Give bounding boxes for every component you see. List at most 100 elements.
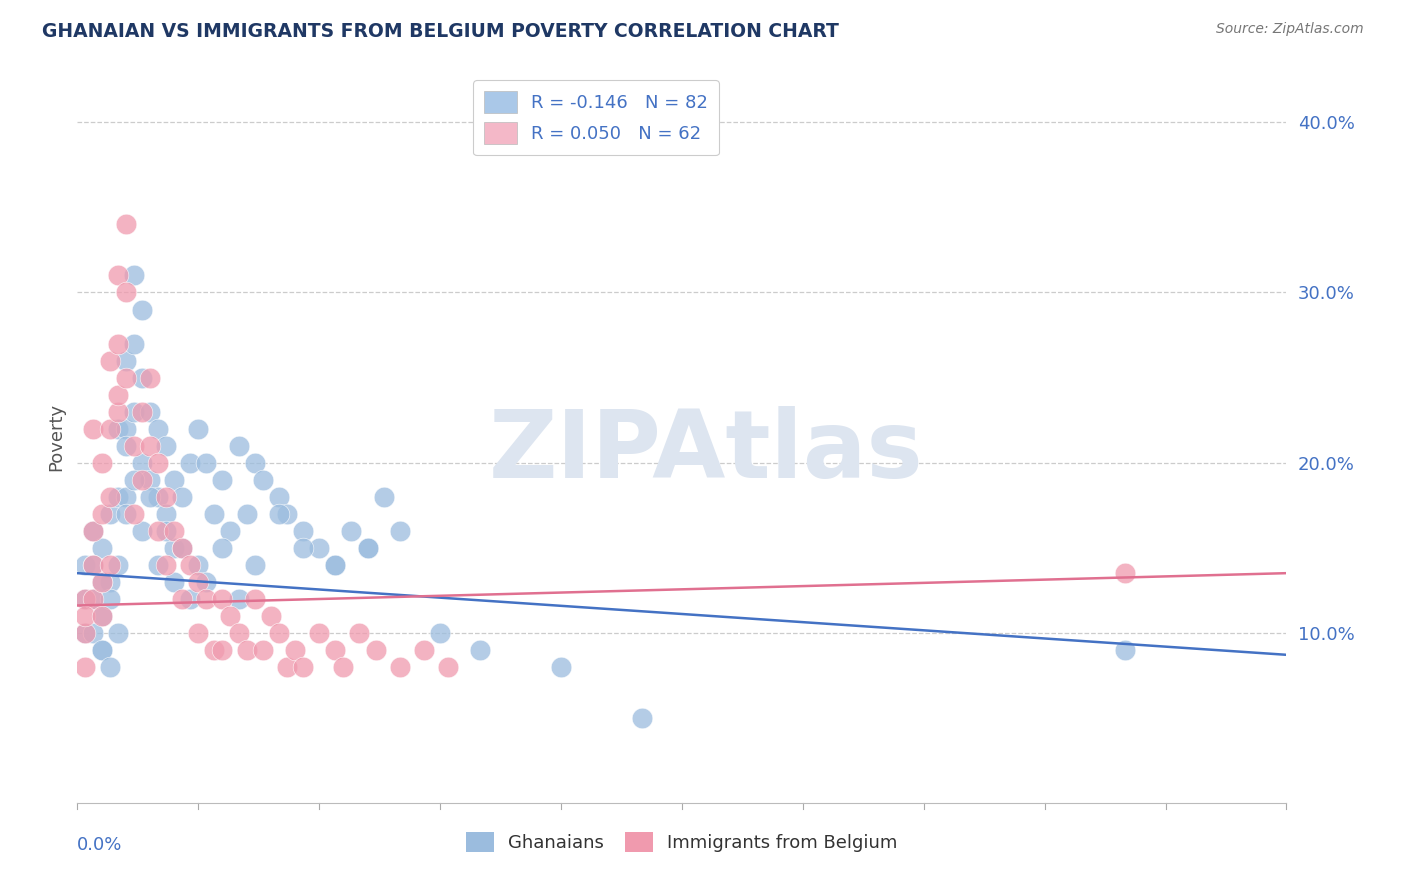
Text: Source: ZipAtlas.com: Source: ZipAtlas.com [1216, 22, 1364, 37]
Point [252, 473, 274, 487]
Point [98, 353, 121, 368]
Point [308, 541, 330, 555]
Point [90, 642, 112, 657]
Point [292, 541, 315, 555]
Point [1114, 566, 1136, 581]
Point [260, 608, 283, 623]
Point [75, 625, 97, 640]
Point [139, 473, 162, 487]
Point [146, 490, 169, 504]
Point [90, 507, 112, 521]
Point [98, 507, 121, 521]
Point [155, 558, 177, 572]
Point [364, 642, 387, 657]
Point [292, 524, 315, 538]
Point [211, 541, 233, 555]
Point [114, 285, 136, 300]
Point [187, 558, 209, 572]
Point [292, 659, 315, 673]
Point [82, 625, 104, 640]
Point [340, 524, 363, 538]
Point [179, 456, 201, 470]
Point [82, 591, 104, 606]
Point [139, 490, 162, 504]
Point [163, 524, 186, 538]
Point [356, 541, 378, 555]
Point [122, 439, 145, 453]
Point [114, 218, 136, 232]
Point [235, 642, 257, 657]
Point [267, 490, 290, 504]
Point [146, 421, 169, 435]
Point [267, 625, 290, 640]
Point [323, 558, 346, 572]
Point [155, 439, 177, 453]
Point [243, 456, 266, 470]
Point [202, 507, 225, 521]
Point [429, 625, 451, 640]
Point [107, 625, 129, 640]
Point [90, 608, 112, 623]
Text: ZIPAtlas: ZIPAtlas [489, 406, 924, 498]
Point [356, 541, 378, 555]
Point [179, 591, 201, 606]
Point [332, 659, 354, 673]
Point [172, 591, 194, 606]
Point [470, 642, 492, 657]
Point [172, 541, 194, 555]
Point [195, 591, 218, 606]
Point [90, 574, 112, 589]
Point [349, 625, 371, 640]
Point [82, 558, 104, 572]
Point [163, 473, 186, 487]
Point [235, 507, 257, 521]
Point [228, 591, 250, 606]
Point [82, 591, 104, 606]
Point [90, 574, 112, 589]
Point [75, 558, 97, 572]
Point [139, 370, 162, 384]
Point [195, 574, 218, 589]
Point [276, 507, 298, 521]
Point [172, 541, 194, 555]
Point [98, 591, 121, 606]
Point [75, 591, 97, 606]
Text: GHANAIAN VS IMMIGRANTS FROM BELGIUM POVERTY CORRELATION CHART: GHANAIAN VS IMMIGRANTS FROM BELGIUM POVE… [42, 22, 839, 41]
Point [323, 558, 346, 572]
Point [163, 574, 186, 589]
Point [146, 558, 169, 572]
Point [308, 625, 330, 640]
Point [373, 490, 395, 504]
Point [82, 524, 104, 538]
Point [131, 473, 153, 487]
Point [146, 524, 169, 538]
Point [107, 490, 129, 504]
Point [219, 608, 242, 623]
Point [252, 642, 274, 657]
Point [187, 574, 209, 589]
Point [228, 625, 250, 640]
Point [187, 421, 209, 435]
Point [114, 353, 136, 368]
Point [82, 524, 104, 538]
Point [146, 456, 169, 470]
Point [267, 507, 290, 521]
Point [107, 421, 129, 435]
Point [276, 659, 298, 673]
Point [630, 711, 652, 725]
Point [98, 421, 121, 435]
Point [219, 524, 242, 538]
Point [122, 507, 145, 521]
Point [98, 659, 121, 673]
Point [211, 473, 233, 487]
Point [122, 336, 145, 351]
Point [122, 404, 145, 418]
Point [98, 490, 121, 504]
Point [179, 558, 201, 572]
Point [437, 659, 460, 673]
Point [155, 490, 177, 504]
Point [114, 370, 136, 384]
Point [388, 524, 411, 538]
Point [131, 456, 153, 470]
Point [75, 659, 97, 673]
